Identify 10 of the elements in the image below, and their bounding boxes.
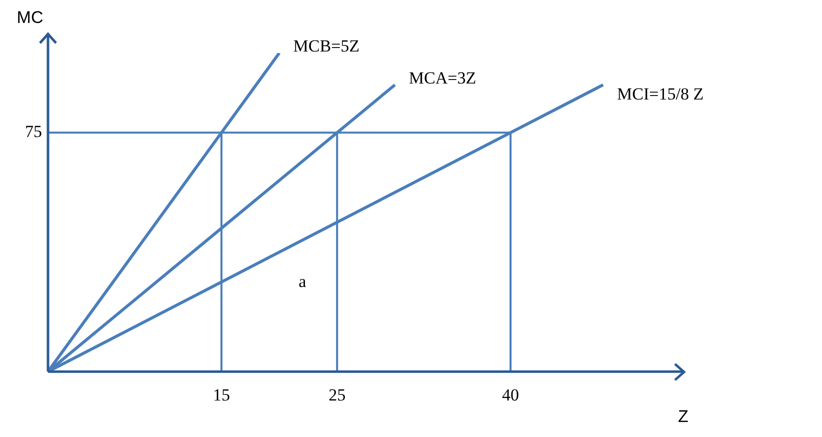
x-tick-label: 40 <box>502 385 520 404</box>
x-tick-label: 15 <box>212 385 230 404</box>
series-label: MCA=3Z <box>408 68 476 88</box>
annotation: a <box>298 272 307 291</box>
x-axis-title: Z <box>678 407 688 426</box>
y-axis-title: MC <box>16 8 44 28</box>
series-label: MCB=5Z <box>293 36 360 56</box>
ref-line-label: 75 <box>25 122 42 142</box>
x-tick-label: 25 <box>328 385 346 404</box>
series-label: MCI=15/8 Z <box>617 84 704 104</box>
